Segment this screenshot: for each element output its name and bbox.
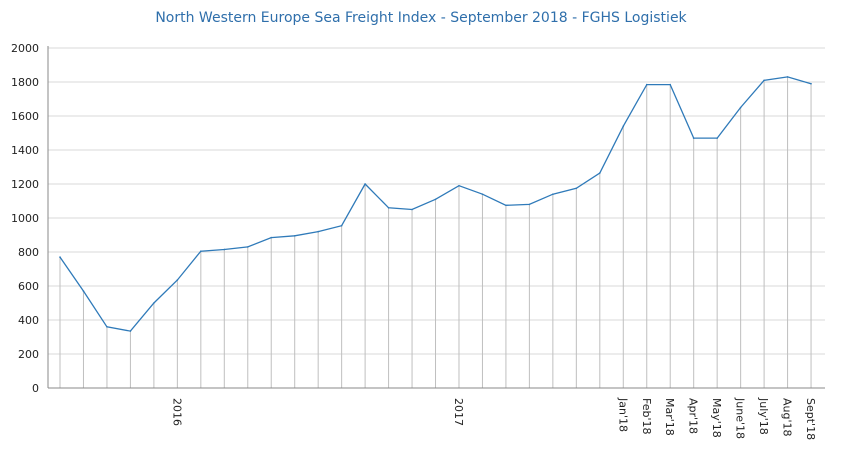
- chart-title: North Western Europe Sea Freight Index -…: [155, 10, 687, 26]
- data-point: [129, 330, 132, 332]
- x-tick-label: May'18: [710, 398, 723, 438]
- x-tick-label: 2016: [170, 398, 183, 426]
- y-tick-label: 2000: [11, 42, 39, 55]
- data-point: [82, 290, 85, 292]
- x-tick-label: Aug'18: [781, 398, 794, 437]
- data-point: [270, 236, 273, 239]
- data-point: [763, 79, 765, 82]
- y-tick-label: 1200: [11, 178, 39, 191]
- data-point: [223, 248, 226, 251]
- data-point: [458, 184, 460, 187]
- x-tick-label: Mar'18: [663, 398, 676, 436]
- data-point: [176, 279, 179, 281]
- data-point: [153, 302, 155, 304]
- y-tick-label: 400: [18, 314, 39, 327]
- x-tick-label: Sept'18: [804, 398, 817, 440]
- data-point: [692, 137, 695, 139]
- data-point: [59, 256, 61, 258]
- data-point: [293, 235, 296, 237]
- y-tick-label: 1600: [11, 110, 39, 123]
- data-point: [481, 193, 484, 195]
- data-point: [575, 187, 578, 190]
- data-point: [645, 83, 648, 86]
- y-tick-label: 1000: [11, 212, 39, 225]
- data-point: [786, 76, 789, 78]
- y-tick-label: 0: [32, 382, 39, 395]
- x-tick-label: Jan'18: [616, 397, 629, 432]
- data-point: [552, 193, 554, 195]
- x-tick-label: 2017: [452, 398, 465, 426]
- data-point: [810, 82, 812, 85]
- data-point: [599, 172, 601, 174]
- x-tick-label: Apr'18: [687, 398, 700, 434]
- data-point: [716, 137, 718, 139]
- data-point: [340, 224, 343, 227]
- y-tick-label: 200: [18, 348, 39, 361]
- y-tick-label: 600: [18, 280, 39, 293]
- data-point: [364, 183, 366, 185]
- x-tick-label: June'18: [734, 397, 747, 439]
- data-point: [528, 203, 531, 206]
- data-point: [200, 250, 202, 252]
- data-point: [411, 208, 413, 211]
- data-point: [106, 326, 108, 328]
- data-point: [387, 207, 390, 209]
- y-tick-label: 1400: [11, 144, 39, 157]
- data-point: [669, 83, 672, 86]
- y-tick-label: 800: [18, 246, 39, 259]
- x-tick-label: Feb'18: [640, 398, 653, 435]
- data-point: [246, 246, 249, 248]
- data-point: [505, 204, 507, 207]
- y-tick-label: 1800: [11, 76, 39, 89]
- x-tick-label: July'18: [757, 397, 770, 435]
- data-point: [434, 198, 437, 201]
- data-point: [317, 230, 319, 233]
- data-point: [739, 106, 742, 109]
- data-point: [622, 125, 625, 127]
